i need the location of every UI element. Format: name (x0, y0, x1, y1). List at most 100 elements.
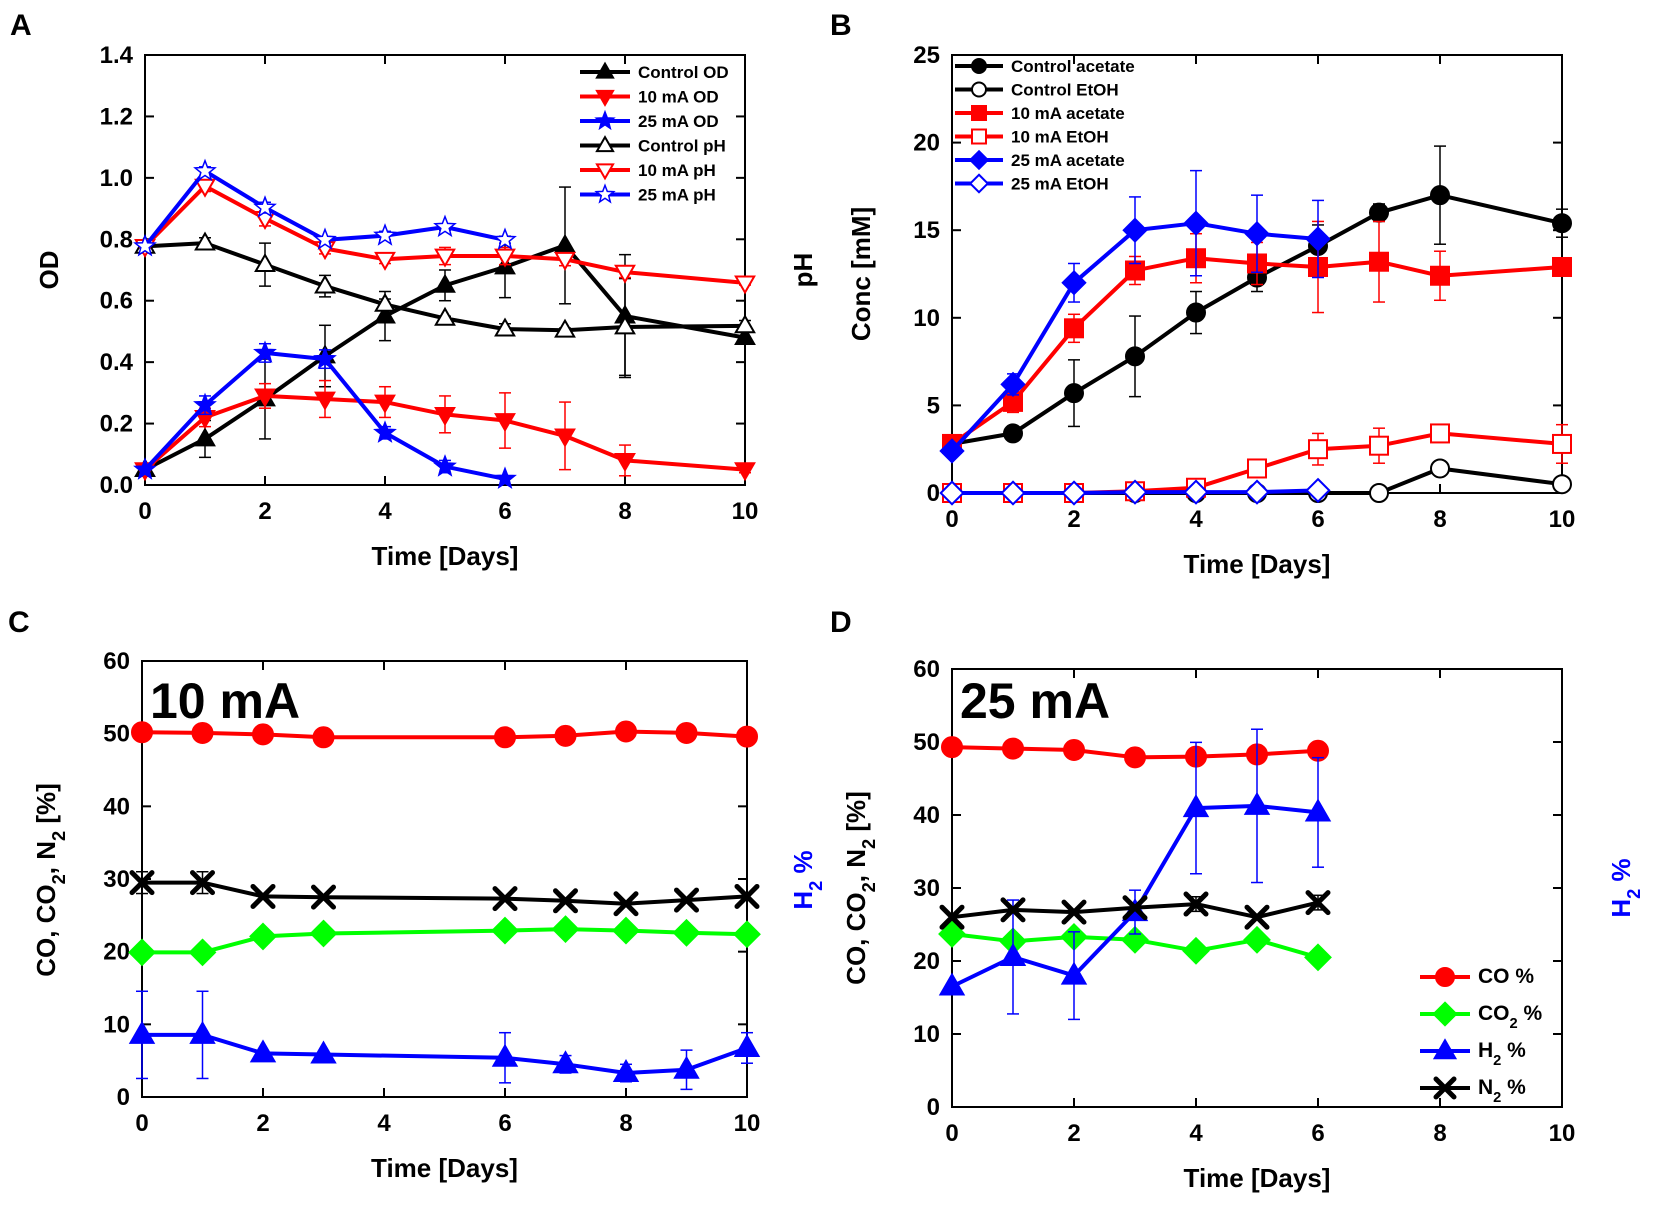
series-n2- (129, 870, 760, 917)
y-tick-label: 1.0 (100, 165, 133, 192)
series-line (950, 256, 1563, 446)
data-point (314, 391, 336, 411)
data-point (734, 325, 756, 345)
legend-label: 10 mA pH (638, 161, 716, 180)
data-point (1244, 904, 1270, 930)
y-tick-label: 5 (927, 392, 940, 419)
x-tick-label: 8 (1433, 1120, 1446, 1147)
legend-label: Control OD (638, 63, 729, 82)
legend-item: 25 mA acetate (955, 149, 1125, 171)
x-axis-label: Time [Days] (371, 1153, 518, 1183)
data-point (1182, 936, 1210, 965)
x-tick-label: 4 (378, 498, 392, 525)
y-tick-label: 10 (103, 1011, 130, 1038)
series-co- (941, 736, 1329, 769)
data-point (736, 725, 758, 748)
data-point (1305, 226, 1331, 252)
x-tick-label: 0 (138, 498, 151, 525)
panel-label: C (8, 606, 30, 639)
data-point (1244, 479, 1270, 505)
x-tick-label: 4 (1189, 1120, 1203, 1147)
series-line (142, 927, 748, 955)
x-tick-label: 8 (1433, 506, 1446, 533)
data-point (1243, 791, 1271, 815)
series-h2- (938, 728, 1332, 1021)
data-point (1552, 474, 1572, 495)
data-point (374, 292, 396, 312)
series-25-ma-acetate (939, 169, 1331, 464)
x-tick-label: 4 (377, 1110, 391, 1137)
data-point (129, 870, 155, 896)
series-line (144, 241, 746, 333)
series-h2- (128, 990, 761, 1091)
data-point (250, 883, 276, 909)
series-10-ma-od (134, 379, 756, 482)
data-point (374, 304, 396, 324)
data-point (189, 1020, 216, 1044)
y-tick-label: 0 (117, 1084, 130, 1111)
data-point (1305, 477, 1331, 504)
legend-marker (968, 149, 990, 171)
legend-label: 25 mA OD (638, 112, 719, 131)
panel-label: A (10, 9, 32, 42)
legend-label: 25 mA EtOH (1011, 175, 1109, 194)
x-tick-label: 4 (1189, 506, 1203, 533)
y-tick-label: 0.4 (100, 349, 134, 376)
series-line (142, 1032, 748, 1075)
data-point (434, 306, 456, 326)
legend-marker (1432, 1001, 1458, 1027)
series-co2- (128, 915, 761, 967)
data-point (673, 1055, 700, 1079)
x-tick-label: 2 (256, 1110, 269, 1137)
data-point (310, 1040, 337, 1064)
series-25-ma-etoh (939, 477, 1331, 506)
data-point (1124, 746, 1146, 769)
y-tick-label: 30 (103, 866, 130, 893)
y-tick-label: 40 (913, 802, 940, 829)
data-point (734, 462, 756, 482)
data-point (1183, 891, 1209, 917)
data-point (1430, 458, 1450, 479)
legend-label: CO2 % (1478, 1002, 1543, 1032)
data-point (1552, 256, 1572, 277)
data-point (1122, 895, 1148, 921)
data-point (734, 275, 756, 295)
data-point (612, 1059, 640, 1083)
data-point (373, 420, 397, 443)
x-tick-label: 2 (258, 498, 271, 525)
data-point (433, 214, 457, 238)
legend-marker (1433, 1076, 1457, 1100)
legend-label: 10 mA acetate (1011, 104, 1125, 123)
legend-marker (971, 128, 987, 145)
legend-marker (595, 89, 615, 107)
y-axis-label: CO, CO2, N2 [%] (31, 783, 69, 977)
y-tick-label: 0.8 (100, 226, 133, 253)
legend-marker (595, 163, 615, 181)
data-point (734, 883, 760, 909)
data-point (1000, 480, 1026, 506)
legend-marker (971, 105, 987, 121)
x-tick-label: 8 (618, 498, 631, 525)
series-line (143, 393, 746, 472)
data-point (1121, 925, 1149, 954)
data-point (1122, 217, 1148, 243)
data-point (313, 227, 337, 251)
legend-item: 25 mA OD (580, 109, 719, 131)
legend-item: 25 mA pH (580, 183, 716, 205)
y2-axis-label: H2 % (788, 850, 826, 909)
legend: Control acetate Control EtOH 10 mA acetate… (955, 57, 1135, 194)
data-point (254, 388, 276, 408)
series-line (142, 880, 748, 906)
panel-B: B 0 5 10 15 20 25 0 2 4 6 8 10 Time [Days] Conc [mM] Co… (830, 9, 1575, 579)
data-point (194, 427, 216, 447)
y-axis-label: CO, CO2, N2 [%] (841, 791, 879, 985)
data-point (554, 233, 576, 253)
data-point (314, 274, 336, 294)
data-point (1243, 925, 1271, 954)
data-point (1063, 739, 1085, 762)
plot-frame (144, 54, 746, 486)
legend-item: Control OD (580, 61, 729, 82)
series-10-ma-acetate (942, 220, 1572, 454)
data-point (1369, 202, 1389, 223)
legend-label: CO % (1478, 965, 1534, 988)
